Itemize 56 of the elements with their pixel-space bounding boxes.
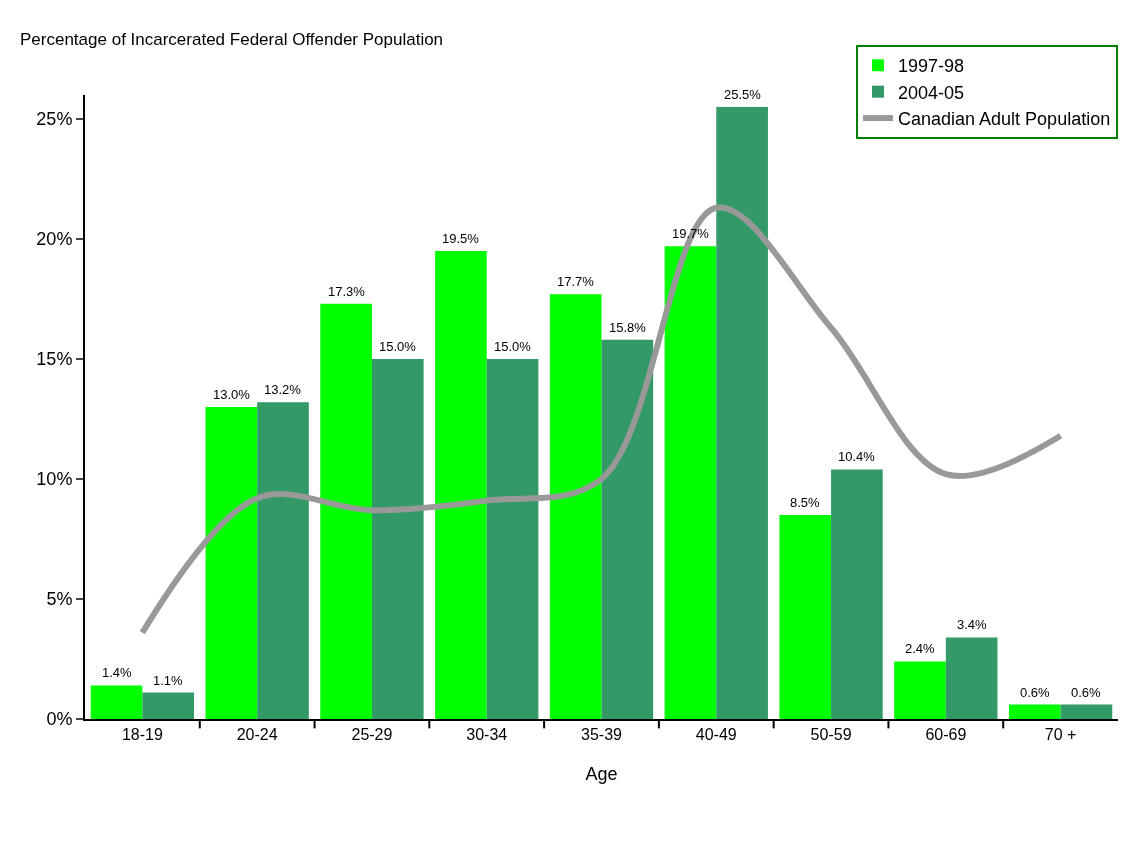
x-tick-label: 35-39: [581, 726, 623, 744]
bar: [371, 359, 424, 719]
bar: [1008, 704, 1061, 719]
x-tick-label: 50-59: [810, 726, 852, 744]
data-label: 8.5%: [790, 495, 821, 510]
data-label: 17.3%: [328, 284, 366, 299]
data-label: 19.5%: [442, 231, 480, 246]
legend-label: Canadian Adult Population: [898, 109, 1111, 130]
bar: [664, 246, 717, 719]
bar: [320, 303, 372, 719]
data-label: 15.0%: [494, 339, 532, 354]
bar: [945, 637, 998, 719]
data-label: 3.4%: [957, 617, 988, 632]
data-label: 17.7%: [557, 274, 595, 289]
bar: [1060, 704, 1113, 719]
x-tick-label: 25-29: [351, 726, 393, 744]
y-tick-label: 15%: [36, 349, 73, 370]
data-label: 15.0%: [379, 339, 417, 354]
bar: [142, 692, 195, 719]
data-label: 25.5%: [724, 87, 762, 102]
y-tick-label: 10%: [36, 469, 73, 490]
y-tick-label: 25%: [36, 109, 73, 130]
bar: [257, 402, 309, 719]
data-label: 19.7%: [672, 226, 710, 241]
y-tick-label: 5%: [46, 589, 73, 610]
data-label: 15.8%: [609, 320, 647, 335]
legend-label: 1997-98: [898, 56, 965, 77]
x-tick-label: 30-34: [466, 726, 508, 744]
data-label: 0.6%: [1071, 685, 1102, 700]
bar: [486, 359, 539, 719]
x-tick-label: 60-69: [925, 726, 967, 744]
data-label: 10.4%: [838, 449, 876, 464]
x-tick-label: 18-19: [121, 726, 163, 744]
bar: [601, 339, 654, 719]
data-label: 13.2%: [264, 382, 302, 397]
bar: [779, 515, 832, 719]
data-label: 2.4%: [905, 641, 936, 656]
y-tick-label: 0%: [46, 709, 73, 730]
data-label: 13.0%: [213, 387, 251, 402]
bar: [894, 661, 946, 719]
bar: [549, 294, 602, 719]
y-axis-title: Percentage of Incarcerated Federal Offender Population: [20, 30, 444, 49]
x-tick-label: 40-49: [695, 726, 737, 744]
data-label: 0.6%: [1020, 685, 1051, 700]
data-label: 1.4%: [102, 665, 133, 680]
bar: [205, 407, 258, 719]
x-tick-label: 70 +: [1044, 726, 1077, 744]
bar: [435, 251, 487, 719]
x-axis-title: Age: [585, 763, 618, 784]
y-tick-label: 20%: [36, 229, 73, 250]
x-tick-label: 20-24: [236, 726, 278, 744]
bar: [716, 107, 768, 719]
data-label: 1.1%: [153, 673, 184, 688]
legend-label: 2004-05: [898, 82, 965, 103]
bar: [90, 685, 143, 719]
bar: [831, 469, 883, 719]
